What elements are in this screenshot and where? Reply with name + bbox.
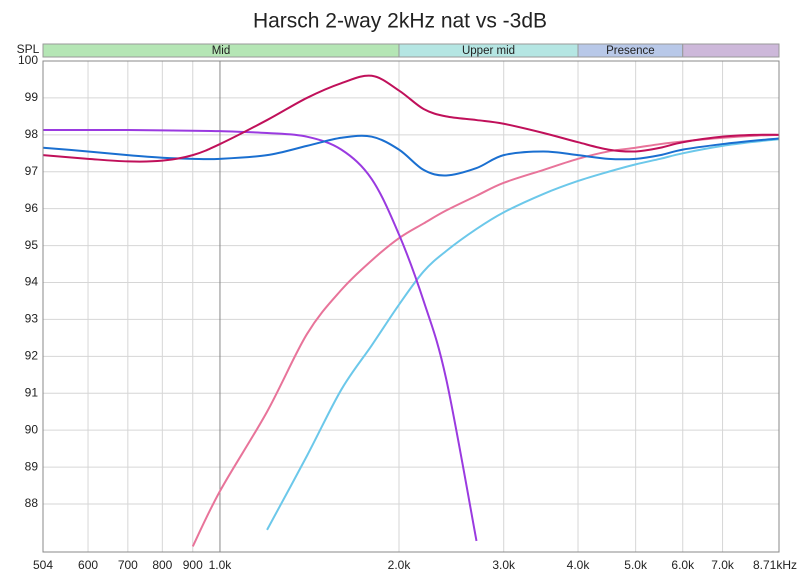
plot-border: [42, 60, 780, 553]
y-axis-label: SPL: [17, 42, 40, 56]
y-tick-label: 95: [25, 238, 39, 252]
series-line: [43, 134, 779, 177]
x-tick-label: 6.0k: [671, 558, 695, 572]
x-tick-label: 5.0k: [624, 558, 648, 572]
band-label: Mid: [212, 45, 231, 57]
series-line: [266, 138, 779, 531]
y-tick-label: 94: [25, 275, 39, 289]
x-tick-label: 600: [78, 558, 98, 572]
band-label: Presence: [606, 45, 655, 57]
series-line: [43, 129, 478, 542]
y-tick-label: 92: [25, 349, 39, 363]
y-tick-label: 98: [25, 127, 39, 141]
y-tick-label: 93: [25, 312, 39, 326]
x-tick-label: 800: [152, 558, 172, 572]
x-tick-label: 3.0k: [492, 558, 516, 572]
plot-area: [43, 61, 779, 552]
y-tick-label: 100: [18, 53, 38, 67]
y-tick-label: 90: [25, 422, 39, 436]
y-tick-label: 99: [25, 90, 39, 104]
y-tick-label: 89: [25, 459, 39, 473]
y-tick-label: 88: [25, 496, 39, 510]
x-tick-label: 1.0k: [209, 558, 233, 572]
lines: [43, 74, 779, 547]
x-tick-label: 4.0k: [567, 558, 591, 572]
chart-title: Harsch 2-way 2kHz nat vs -3dB: [253, 10, 547, 33]
x-tick-label: 900: [183, 558, 203, 572]
x-tick-label: 7.0k: [711, 558, 735, 572]
x-tick-label: 504: [33, 558, 53, 572]
x-tick-label: 2.0k: [388, 558, 412, 572]
y-tick-label: 97: [25, 164, 39, 178]
band-label: Upper mid: [462, 45, 515, 57]
y-tick-label: 96: [25, 201, 39, 215]
band: [682, 43, 780, 58]
y-tick-label: 91: [25, 385, 39, 399]
series-line: [191, 133, 779, 547]
series-line: [43, 74, 779, 163]
x-tick-label: 8.71kHz: [753, 558, 797, 572]
x-tick-label: 700: [118, 558, 138, 572]
